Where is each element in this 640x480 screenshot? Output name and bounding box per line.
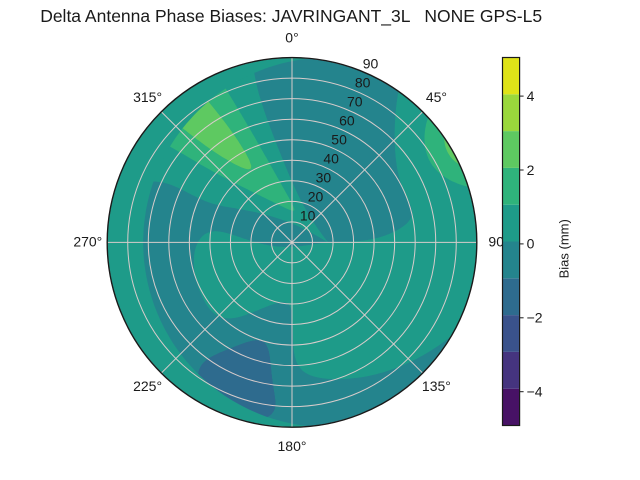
- svg-text:20: 20: [308, 189, 324, 205]
- svg-text:30: 30: [316, 170, 332, 186]
- svg-text:80: 80: [355, 75, 371, 91]
- svg-text:70: 70: [347, 94, 363, 110]
- svg-text:2: 2: [527, 162, 535, 178]
- svg-text:90: 90: [488, 234, 504, 250]
- svg-text:−2: −2: [527, 310, 543, 326]
- svg-text:315°: 315°: [133, 89, 162, 105]
- svg-text:−4: −4: [527, 384, 543, 400]
- svg-text:4: 4: [527, 88, 535, 104]
- svg-text:225°: 225°: [133, 378, 162, 394]
- svg-text:0°: 0°: [285, 29, 298, 45]
- svg-text:Bias (mm): Bias (mm): [557, 219, 572, 278]
- svg-text:10: 10: [300, 207, 316, 223]
- svg-text:135°: 135°: [422, 378, 451, 394]
- svg-text:90: 90: [363, 56, 379, 72]
- svg-text:0: 0: [527, 236, 535, 252]
- svg-text:50: 50: [331, 132, 347, 148]
- svg-text:60: 60: [339, 113, 355, 129]
- svg-text:270°: 270°: [73, 234, 102, 250]
- svg-text:180°: 180°: [278, 438, 307, 454]
- svg-text:40: 40: [323, 151, 339, 167]
- svg-text:45°: 45°: [426, 89, 447, 105]
